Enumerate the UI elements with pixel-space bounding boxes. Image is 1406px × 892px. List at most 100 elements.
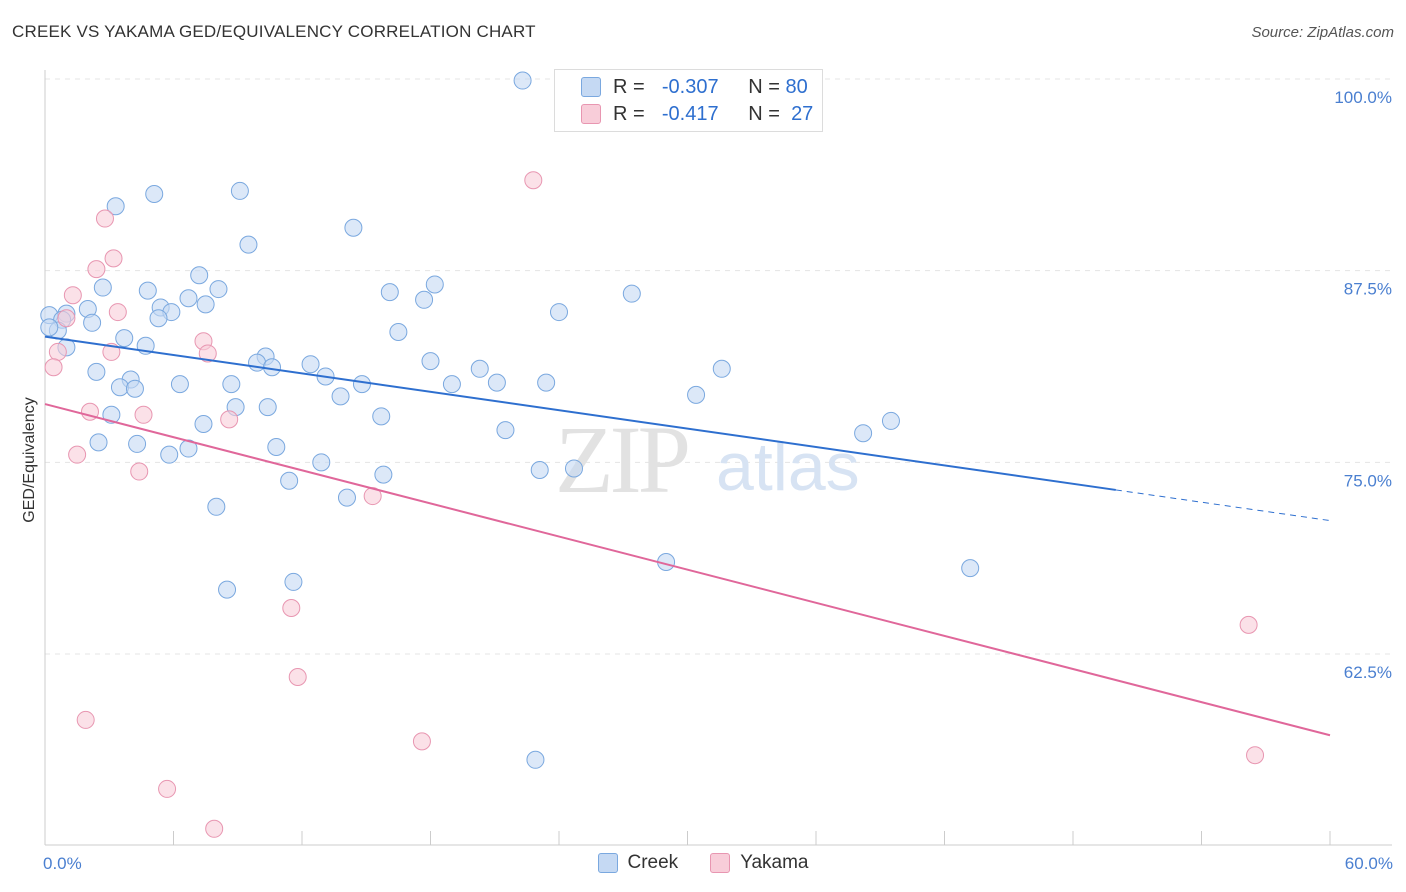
creek-point — [513, 71, 532, 90]
yakama-point — [524, 171, 543, 190]
chart-title: CREEK VS YAKAMA GED/EQUIVALENCY CORRELAT… — [12, 22, 536, 41]
creek-point — [530, 461, 549, 479]
creek-point — [115, 329, 134, 348]
creek-point — [138, 281, 157, 300]
creek-point — [442, 375, 461, 394]
creek-point — [487, 373, 506, 392]
yakama-point — [198, 344, 217, 363]
creek-legend-icon — [597, 853, 618, 873]
creek-point — [239, 235, 258, 254]
creek-trend-extension — [1115, 489, 1331, 522]
creek-point — [425, 275, 444, 294]
creek-point — [209, 280, 228, 299]
creek-point — [93, 278, 112, 297]
creek-point — [526, 750, 545, 769]
creek-point — [881, 411, 900, 430]
creek-point — [40, 318, 59, 337]
yakama-point — [205, 819, 224, 838]
yakama-point — [63, 286, 82, 305]
creek-point — [352, 375, 371, 394]
yakama-point — [130, 462, 149, 481]
yakama-point — [48, 342, 67, 361]
creek-point — [564, 459, 583, 478]
creek-trend-line — [44, 335, 1116, 491]
creek-point — [389, 323, 408, 341]
creek-point — [854, 424, 873, 443]
creek-point — [190, 266, 209, 285]
creek-swatch-icon — [581, 77, 601, 97]
yakama-point — [1246, 746, 1265, 765]
creek-point — [470, 359, 489, 378]
creek-point — [230, 181, 249, 200]
yakama-point — [1239, 615, 1258, 634]
creek-point — [145, 185, 164, 203]
yakama-point — [412, 732, 431, 751]
creek-point — [537, 373, 556, 392]
creek-point — [83, 313, 102, 332]
creek-point — [125, 379, 144, 398]
data-points — [40, 71, 1265, 838]
creek-point — [301, 355, 320, 374]
y-tick-label: 100.0% — [1334, 88, 1392, 107]
yakama-point — [158, 779, 177, 798]
creek-point — [312, 453, 331, 472]
yakama-r-value: -0.417 — [661, 102, 719, 125]
y-axis-label: GED/Equivalency — [21, 397, 38, 522]
tick-labels: 62.5% 75.0% 87.5% 100.0% 0.0% 60.0% GED/Equiva… — [21, 88, 1393, 873]
x-tick-label: 60.0% — [1345, 854, 1393, 873]
creek-point — [687, 385, 706, 404]
legend-row-yakama: R = -0.417 N = 27 — [581, 101, 813, 127]
creek-point — [87, 362, 106, 381]
creek-point — [421, 352, 440, 371]
creek-point — [110, 378, 129, 397]
creek-point — [622, 284, 641, 303]
creek-point — [196, 295, 215, 314]
creek-legend-label: Creek — [627, 852, 679, 873]
creek-point — [331, 387, 350, 406]
creek-point — [170, 375, 189, 394]
creek-point — [149, 309, 168, 328]
creek-point — [280, 471, 299, 490]
x-tick-label: 0.0% — [43, 854, 82, 873]
creek-r-label: R = — [613, 75, 645, 98]
creek-point — [415, 290, 434, 309]
legend-item-creek[interactable]: Creek — [597, 852, 679, 874]
creek-n-value: 80 — [785, 75, 808, 98]
correlation-legend: R = -0.307 N = 80 R = -0.417 N = 27 — [554, 69, 823, 132]
creek-point — [222, 375, 241, 394]
series-legend: Creek Yakama — [0, 852, 1406, 874]
y-tick-label: 75.0% — [1344, 471, 1392, 490]
creek-n-label: N = — [748, 75, 780, 98]
yakama-trend-line — [44, 403, 1331, 737]
creek-r-value: -0.307 — [661, 75, 719, 98]
creek-point — [207, 497, 226, 516]
yakama-point — [44, 358, 63, 377]
creek-point — [194, 415, 213, 433]
legend-item-yakama[interactable]: Yakama — [710, 852, 808, 874]
watermark-atlas: atlas — [716, 429, 860, 505]
yakama-n-label: N = — [748, 102, 780, 125]
creek-point — [550, 303, 568, 322]
yakama-swatch-icon — [581, 104, 601, 124]
source-credit: Source: ZipAtlas.com — [1251, 24, 1394, 41]
creek-point — [374, 465, 393, 484]
creek-point — [179, 289, 198, 308]
yakama-point — [104, 249, 123, 268]
creek-point — [337, 488, 356, 507]
creek-point — [160, 445, 179, 464]
trend-lines — [44, 335, 1331, 737]
y-tick-label: 62.5% — [1344, 663, 1392, 682]
creek-point — [284, 572, 303, 591]
y-tick-label: 87.5% — [1344, 280, 1392, 299]
yakama-point — [57, 309, 76, 328]
yakama-point — [76, 710, 95, 729]
yakama-point — [220, 410, 239, 429]
yakama-legend-label: Yakama — [740, 852, 809, 873]
axes — [44, 70, 1392, 846]
yakama-point — [282, 599, 301, 617]
yakama-point — [288, 668, 307, 686]
creek-point — [258, 398, 277, 417]
yakama-point — [68, 445, 87, 464]
creek-point — [89, 433, 108, 452]
